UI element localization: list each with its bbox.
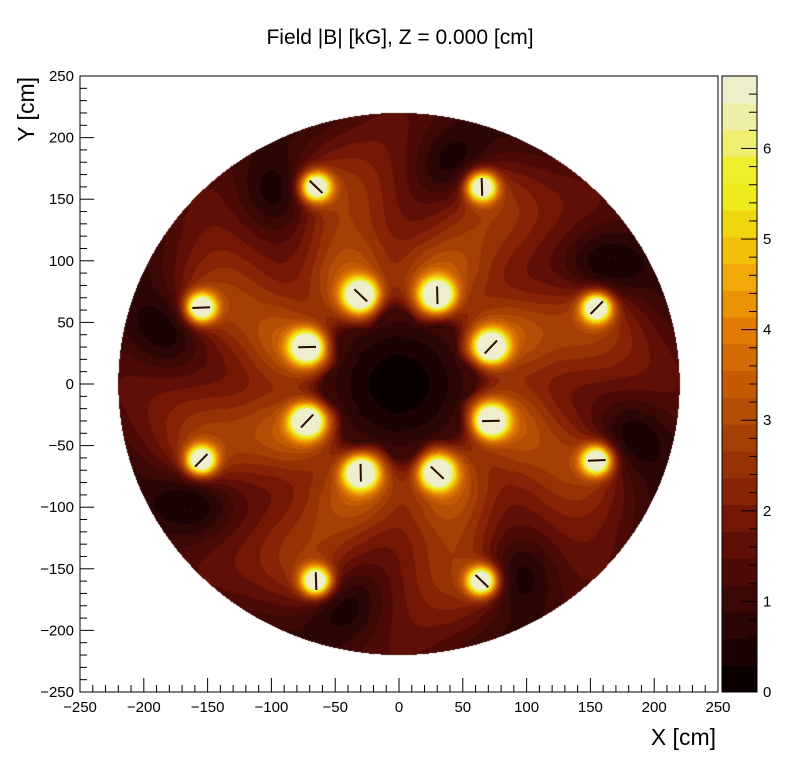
colorbar-band (722, 236, 757, 264)
x-tick-label: −200 (127, 699, 161, 716)
x-tick-label: 100 (514, 699, 539, 716)
coil-mark (480, 177, 484, 196)
colorbar-band (722, 665, 757, 693)
coil-mark (474, 574, 490, 588)
x-tick-label: −150 (191, 699, 225, 716)
colorbar-band (722, 209, 757, 238)
colorbar-band (722, 290, 757, 318)
colorbar-band (722, 584, 757, 613)
y-axis-title: Y [cm] (13, 77, 39, 142)
colorbar-tick-label: 6 (763, 140, 771, 157)
coil-mark (300, 413, 314, 429)
colorbar-tick-label: 3 (763, 412, 771, 429)
colorbar-band (722, 611, 757, 639)
y-tick-label: 50 (57, 314, 74, 331)
colorbar-band (722, 156, 757, 184)
y-tick-label: −100 (40, 499, 74, 516)
y-tick-label: −50 (49, 438, 74, 455)
y-tick-label: 250 (49, 68, 74, 85)
colorbar-band (722, 102, 757, 131)
field-raster (80, 76, 718, 692)
y-tick-label: −200 (40, 622, 74, 639)
coil-mark (589, 300, 604, 315)
y-tick-label: 150 (49, 191, 74, 208)
colorbar-band (722, 424, 757, 452)
colorbar-band (722, 477, 757, 506)
colorbar-band (722, 317, 757, 345)
y-tick-label: −150 (40, 561, 74, 578)
coil-mark (314, 572, 318, 591)
coil-mark (484, 339, 498, 355)
x-tick-label: −250 (63, 699, 97, 716)
x-tick-label: −100 (255, 699, 289, 716)
x-tick-label: 150 (578, 699, 603, 716)
colorbar-tick-label: 2 (763, 503, 771, 520)
colorbar-tick-label: 1 (763, 593, 771, 610)
y-axis: −250 −200 −150 −100 −50 0 50 100 150 200 250 (40, 68, 94, 701)
colorbar-band (722, 638, 757, 666)
coil-mark (430, 465, 445, 480)
colorbar-band (722, 76, 757, 104)
colorbar-band (722, 129, 757, 157)
x-tick-label: 250 (705, 699, 730, 716)
x-tick-label: 200 (642, 699, 667, 716)
colorbar-band (722, 558, 757, 586)
coil-mark (308, 180, 324, 194)
colorbar-band (722, 504, 757, 532)
coil-mark (353, 288, 368, 303)
colorbar-tick-label: 0 (763, 684, 771, 701)
y-tick-label: −250 (40, 684, 74, 701)
colorbar-band (722, 263, 757, 291)
field-map (80, 76, 718, 692)
x-axis: −250 −200 −150 −100 −50 0 50 100 150 200 250 (63, 678, 731, 716)
y-tick-label: 0 (66, 376, 74, 393)
colorbar-band (722, 343, 757, 372)
coil-mark (192, 306, 211, 309)
x-tick-label: 50 (454, 699, 471, 716)
x-tick-label: −50 (322, 699, 347, 716)
colorbar-tick-label: 5 (763, 231, 771, 248)
x-axis-title: X [cm] (651, 724, 716, 750)
colorbar: 0 1 2 3 4 5 6 (721, 75, 771, 701)
colorbar-band (722, 531, 757, 559)
coil-mark (194, 453, 209, 468)
coil-mark (587, 459, 606, 462)
colorbar-tick-label: 4 (763, 322, 771, 339)
x-tick-label: 0 (395, 699, 403, 716)
colorbar-band (722, 450, 757, 479)
y-tick-label: 200 (49, 130, 74, 147)
chart-title: Field |B| [kG], Z = 0.000 [cm] (266, 26, 533, 49)
field-image (80, 76, 718, 692)
colorbar-band (722, 183, 757, 211)
y-tick-label: 100 (49, 253, 74, 270)
